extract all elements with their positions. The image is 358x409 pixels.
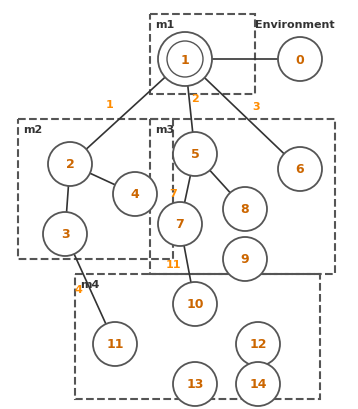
Bar [18,120,173,259]
Circle shape [173,282,217,326]
Circle shape [113,173,157,216]
Text: 7: 7 [176,218,184,231]
Text: 13: 13 [186,378,204,391]
Text: Environment: Environment [255,20,335,30]
Circle shape [236,362,280,406]
Text: 3: 3 [61,228,69,241]
Circle shape [158,33,212,87]
Text: 8: 8 [241,203,249,216]
Text: 0: 0 [296,53,304,66]
Circle shape [278,38,322,82]
Text: 11: 11 [106,338,124,351]
Text: 14: 14 [249,378,267,391]
Circle shape [173,362,217,406]
Circle shape [223,237,267,281]
Circle shape [48,143,92,187]
Text: 1: 1 [106,99,113,109]
Text: 9: 9 [241,253,249,266]
Text: 6: 6 [296,163,304,176]
Text: m1: m1 [155,20,174,30]
Circle shape [158,202,202,246]
Text: 4: 4 [74,284,82,294]
Text: m2: m2 [23,125,42,135]
Circle shape [236,322,280,366]
Circle shape [93,322,137,366]
Circle shape [173,133,217,177]
Bar [150,120,335,274]
Bar [150,15,255,95]
Circle shape [43,213,87,256]
Text: 4: 4 [131,188,139,201]
Circle shape [167,42,203,78]
Bar [75,274,320,399]
Circle shape [223,188,267,231]
Text: 5: 5 [190,148,199,161]
Text: 10: 10 [186,298,204,311]
Text: 2: 2 [191,94,199,104]
Circle shape [278,148,322,191]
Text: m3: m3 [155,125,174,135]
Text: 1: 1 [181,53,189,66]
Text: 7: 7 [170,189,177,198]
Text: 11: 11 [166,259,181,270]
Text: 3: 3 [253,102,260,112]
Text: 12: 12 [249,338,267,351]
Text: 2: 2 [66,158,74,171]
Text: m4: m4 [80,279,100,289]
